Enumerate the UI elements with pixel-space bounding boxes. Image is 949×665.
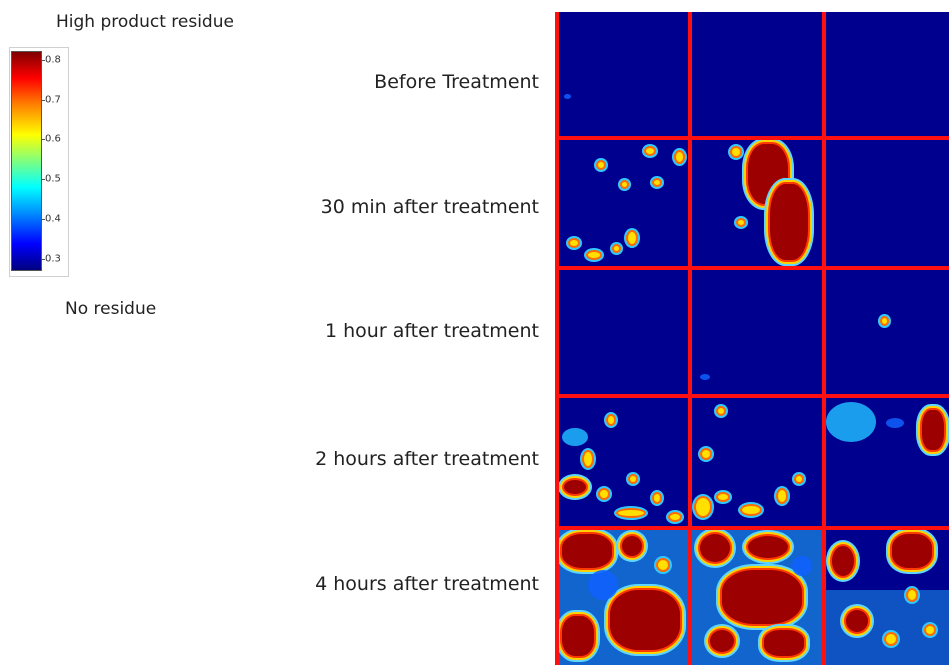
colorbar-tick-label: 0.3	[45, 253, 61, 265]
colorbar-tick-label: 0.6	[45, 133, 61, 145]
row-label-30-min: 30 min after treatment	[320, 196, 539, 218]
colorbar-gradient	[11, 51, 42, 271]
row-label-1-hour: 1 hour after treatment	[325, 320, 539, 342]
image-tile	[558, 398, 688, 526]
grid-line	[555, 12, 559, 665]
colorbar-tick-mark	[42, 60, 45, 61]
colorbar-tick-label: 0.4	[45, 213, 61, 225]
image-tile	[826, 530, 949, 665]
image-tile	[692, 270, 822, 394]
image-tile	[558, 12, 688, 136]
grid-line	[822, 12, 826, 665]
image-tile	[692, 140, 822, 266]
image-tile	[826, 398, 949, 526]
image-tile	[558, 270, 688, 394]
colorbar-tick-mark	[42, 219, 45, 220]
image-tile	[826, 140, 949, 266]
grid-line	[555, 136, 949, 140]
image-tile	[692, 398, 822, 526]
colorbar-tick-mark	[42, 179, 45, 180]
grid-line	[688, 12, 692, 665]
image-tile	[558, 530, 688, 665]
grid-line	[555, 526, 949, 530]
legend-bottom-label: No residue	[65, 299, 157, 319]
colorbar-tick-label: 0.8	[45, 54, 61, 66]
image-tile	[692, 12, 822, 136]
colorbar-tick-mark	[42, 139, 45, 140]
grid-line	[555, 266, 949, 270]
image-tile	[558, 140, 688, 266]
image-tile	[826, 270, 949, 394]
image-tile	[692, 530, 822, 665]
colorbar-tick-label: 0.5	[45, 173, 61, 185]
residue-image-grid	[555, 12, 949, 665]
row-label-2-hours: 2 hours after treatment	[315, 448, 539, 470]
row-label-before-treatment: Before Treatment	[374, 71, 539, 93]
colorbar-tick-mark	[42, 259, 45, 260]
image-tile	[826, 12, 949, 136]
row-label-4-hours: 4 hours after treatment	[315, 573, 539, 595]
grid-line	[555, 394, 949, 398]
legend-top-label: High product residue	[56, 12, 234, 32]
colorbar-tick-mark	[42, 100, 45, 101]
colorbar: 0.8 0.7 0.6 0.5 0.4 0.3	[9, 47, 69, 277]
colorbar-tick-label: 0.7	[45, 94, 61, 106]
